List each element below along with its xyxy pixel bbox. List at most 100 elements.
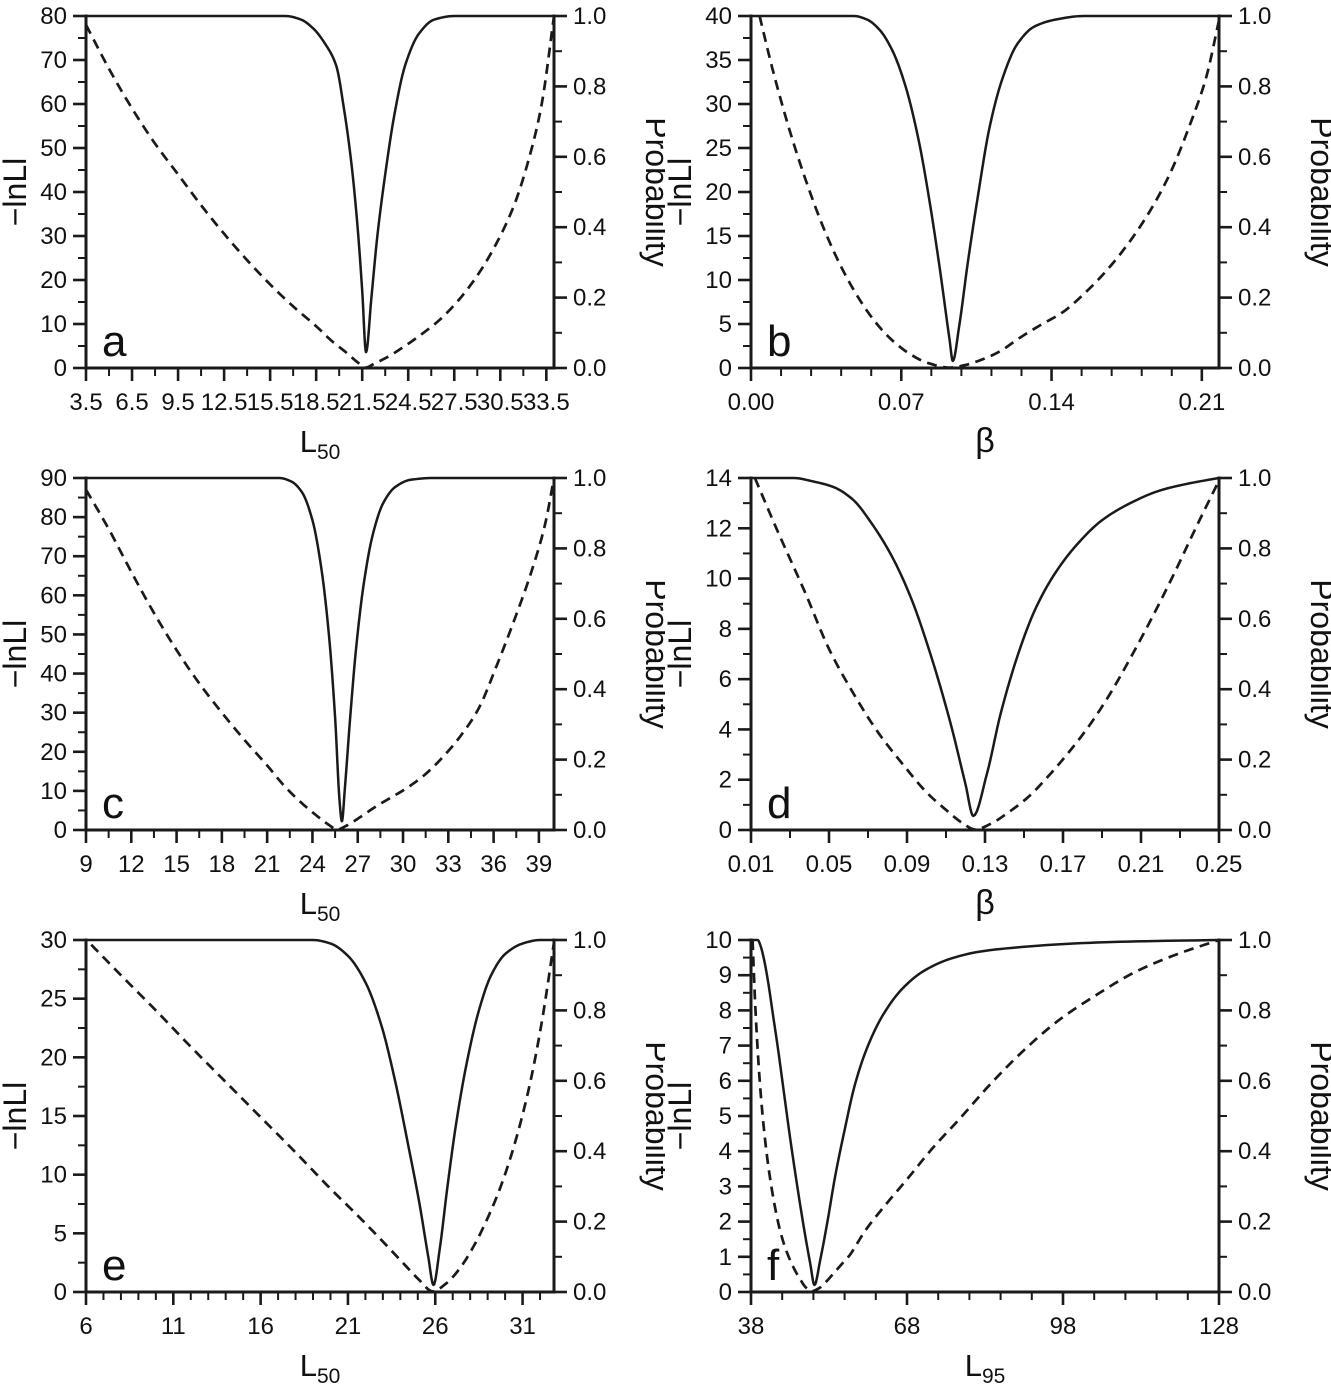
y-right-tick-label: 1.0 — [1238, 3, 1271, 30]
y-left-tick-label: 14 — [705, 465, 732, 492]
x-tick-label: 27.5 — [431, 389, 478, 416]
y-right-tick-label: 0.6 — [573, 1068, 606, 1095]
y-left-tick-label: 8 — [719, 616, 732, 643]
x-tick-label: 24 — [299, 851, 326, 878]
y-left-tick-label: 70 — [40, 543, 67, 570]
y-left-tick-label: 25 — [705, 135, 732, 162]
x-tick-label: 0.00 — [728, 389, 775, 416]
x-tick-label: 0.13 — [962, 851, 1009, 878]
y-left-tick-label: 40 — [705, 3, 732, 30]
x-tick-label: 15.5 — [247, 389, 294, 416]
x-axis-title: L50 — [300, 424, 341, 462]
y-left-tick-label: 50 — [40, 135, 67, 162]
y-right-tick-label: 1.0 — [1238, 465, 1271, 492]
chart-panel-b: 0.00 0.07 0.14 0.21 0 5 10 15 20 25 30 35 40 0.0 0.2 0.… — [665, 3, 1331, 460]
y-right-tick-label: 0.4 — [1238, 676, 1271, 703]
neg-log-likelihood-profile-curve — [84, 477, 556, 832]
panel-letter: f — [767, 1241, 780, 1290]
x-tick-label: 0.01 — [728, 851, 775, 878]
y-left-tick-label: 80 — [40, 504, 67, 531]
x-tick-label: 0.21 — [1178, 389, 1225, 416]
y-left-tick-label: 90 — [40, 465, 67, 492]
right-axis-title: Probability — [1304, 1041, 1331, 1190]
panel-f: 38 68 98 128 0 1 2 3 4 5 6 7 8 9 10 0.0 0.2 0.4 0.6 0.8 1.0 −… — [665, 924, 1331, 1385]
x-tick-label: 68 — [894, 1313, 921, 1340]
y-right-tick-label: 0.2 — [1238, 285, 1271, 312]
ticks — [73, 938, 567, 1305]
y-right-tick-label: 0.8 — [1238, 997, 1271, 1024]
y-right-tick-label: 0.0 — [1238, 817, 1271, 844]
y-left-tick-label: 10 — [705, 267, 732, 294]
neg-log-likelihood-profile-curve — [90, 942, 556, 1293]
y-right-tick-label: 0.4 — [573, 214, 606, 241]
plot-area: 9 12 15 18 21 24 27 30 33 36 39 0 10 20 30 40 50 60 70 80 90… — [0, 465, 665, 924]
x-tick-label: 12.5 — [201, 389, 248, 416]
x-tick-label: 12 — [118, 851, 145, 878]
y-left-tick-label: 20 — [40, 267, 67, 294]
right-axis-title: Probability — [639, 117, 665, 266]
x-tick-label: 24.5 — [385, 389, 432, 416]
right-axis-title: Probability — [639, 1041, 665, 1190]
axis-spines — [84, 476, 556, 832]
panel-letter: a — [102, 317, 127, 366]
right-axis-title: Probability — [1304, 117, 1331, 266]
panel-letter: b — [767, 317, 791, 366]
chart-panel-e: 6 11 16 21 26 31 0 5 10 15 20 25 30 0.0 0.2 0.4 0.6 0.8 1.… — [0, 927, 665, 1385]
y-right-tick-label: 0.6 — [573, 144, 606, 171]
x-tick-label: 39 — [526, 851, 553, 878]
y-left-tick-label: 0 — [54, 1279, 67, 1306]
y-left-tick-label: 20 — [40, 739, 67, 766]
y-right-tick-label: 0.4 — [573, 676, 606, 703]
x-tick-label: 26 — [422, 1313, 449, 1340]
x-tick-label: 9.5 — [161, 389, 194, 416]
y-left-tick-label: 5 — [719, 311, 732, 338]
x-tick-label: 18.5 — [293, 389, 340, 416]
y-left-tick-label: 30 — [40, 700, 67, 727]
y-right-tick-label: 0.2 — [1238, 747, 1271, 774]
y-right-tick-label: 0.8 — [1238, 535, 1271, 562]
x-tick-label: 33 — [435, 851, 462, 878]
y-left-tick-label: 4 — [719, 716, 732, 743]
x-axis-title: L95 — [965, 1348, 1006, 1385]
y-right-tick-label: 0.0 — [573, 817, 606, 844]
probability-curve — [751, 476, 1220, 818]
y-left-tick-label: 30 — [705, 91, 732, 118]
y-left-tick-label: 0 — [54, 817, 67, 844]
y-right-tick-label: 0.2 — [573, 747, 606, 774]
probability-curve — [86, 476, 554, 823]
y-right-tick-label: 0.6 — [1238, 1068, 1271, 1095]
plot-area: 6 11 16 21 26 31 0 5 10 15 20 25 30 0.0 0.2 0.4 0.6 0.8 1.… — [0, 927, 665, 1385]
y-left-tick-label: 60 — [40, 582, 67, 609]
x-tick-label: 0.07 — [878, 389, 925, 416]
x-tick-label: 0.14 — [1028, 389, 1075, 416]
y-left-tick-label: 6 — [719, 666, 732, 693]
y-left-tick-label: 5 — [719, 1103, 732, 1130]
left-axis-title: −lnLl — [665, 620, 698, 689]
y-left-tick-label: 10 — [40, 778, 67, 805]
y-right-tick-label: 0.0 — [1238, 1279, 1271, 1306]
y-right-tick-label: 1.0 — [573, 927, 606, 954]
x-tick-label: 16 — [247, 1313, 274, 1340]
x-tick-label: 15 — [163, 851, 190, 878]
probability-curve — [751, 14, 1219, 363]
y-left-tick-label: 0 — [719, 355, 732, 382]
x-tick-label: 21 — [335, 1313, 362, 1340]
y-right-tick-label: 0.6 — [1238, 606, 1271, 633]
x-tick-label: 36 — [480, 851, 507, 878]
y-right-tick-label: 0.4 — [1238, 1138, 1271, 1165]
y-right-tick-label: 0.0 — [1238, 355, 1271, 382]
probability-curve — [750, 938, 1220, 1287]
neg-log-likelihood-profile-curve — [84, 15, 556, 369]
y-left-tick-label: 9 — [719, 962, 732, 989]
panel-letter: e — [102, 1241, 126, 1290]
y-left-tick-label: 3 — [719, 1173, 732, 1200]
panel-c: 9 12 15 18 21 24 27 30 33 36 39 0 10 20 30 40 50 60 70 80 90… — [0, 462, 665, 924]
x-tick-label: 3.5 — [69, 389, 102, 416]
x-tick-label: 6.5 — [115, 389, 148, 416]
y-left-tick-label: 1 — [719, 1244, 732, 1271]
y-left-tick-label: 2 — [719, 767, 732, 794]
y-right-tick-label: 0.8 — [573, 535, 606, 562]
x-tick-label: 9 — [79, 851, 92, 878]
left-axis-title: −lnLl — [665, 158, 698, 227]
left-axis-title: −lnLl — [0, 620, 33, 689]
